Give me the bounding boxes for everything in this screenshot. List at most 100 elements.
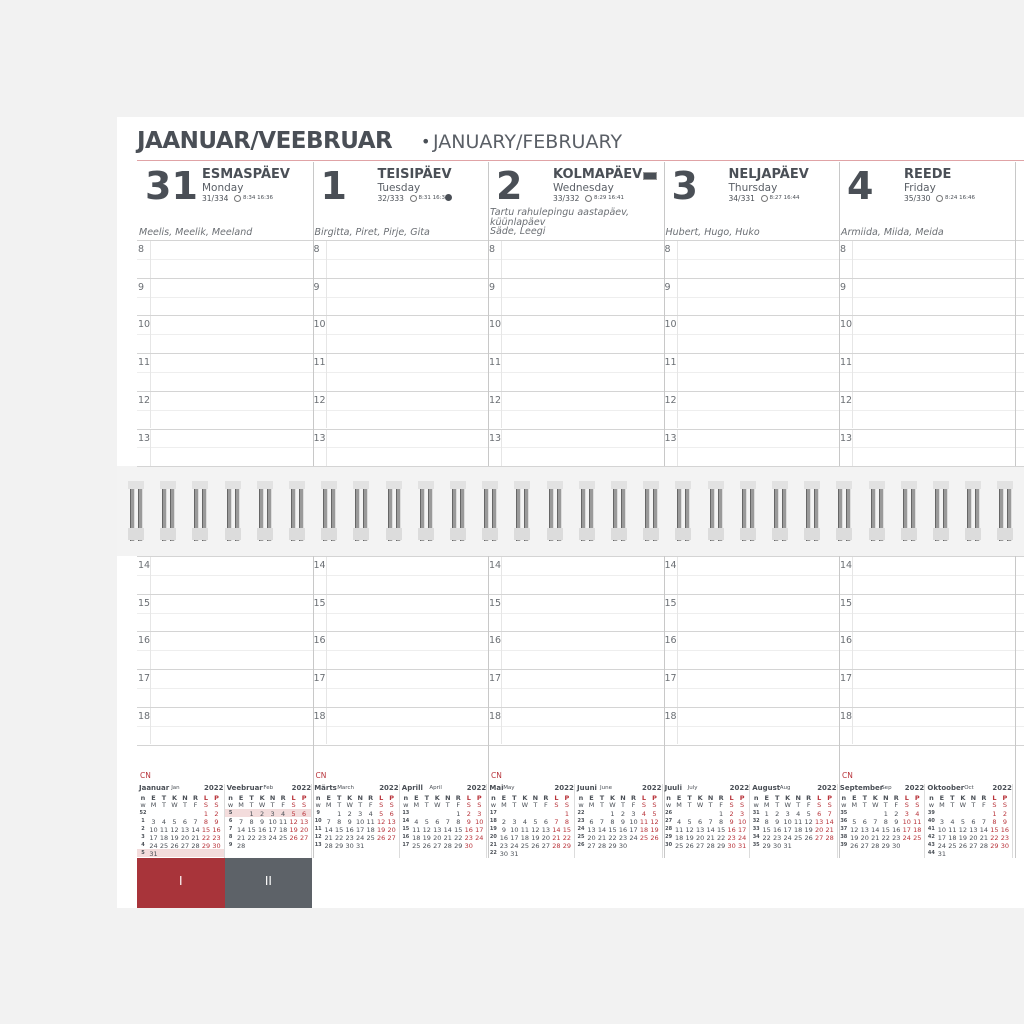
day-cell: 14 [324, 826, 333, 834]
day-cell: 24 [356, 834, 365, 842]
spiral-hole [256, 528, 273, 540]
spiral-ring [130, 483, 135, 541]
weekday-header: w [140, 801, 146, 809]
month-short: March [337, 785, 354, 791]
hour-label: 10 [489, 319, 502, 331]
day-cell: 13 [969, 826, 978, 834]
week-number: 26 [665, 810, 673, 816]
spiral-ring [419, 483, 425, 541]
weekday-header: M [939, 801, 945, 809]
hour-tick [852, 429, 853, 467]
day-cell: 25 [794, 834, 803, 842]
hour-label: 15 [138, 597, 151, 609]
weekday-header: R [981, 794, 987, 802]
day-cell: 6 [862, 818, 867, 826]
month-year: 2022 [554, 784, 574, 792]
spiral-hole [192, 481, 209, 489]
hour-label: 13 [664, 432, 677, 444]
day-cell: 27 [969, 842, 978, 850]
week-number: 11 [314, 826, 322, 832]
day-cell: 9 [347, 818, 352, 826]
weekday-header: P [476, 794, 482, 802]
hour-label: 16 [138, 635, 151, 647]
month-short: Sep [881, 785, 892, 791]
spiral-ring [524, 483, 530, 541]
day-cell: 8 [203, 818, 209, 826]
month-name: September [839, 784, 884, 792]
half-hour-line [137, 725, 1024, 727]
weekday-header: E [589, 794, 594, 802]
day-cell: 5 [687, 818, 692, 826]
day-cell: 29 [335, 842, 344, 850]
day-cell: 16 [1000, 826, 1010, 834]
spiral-hole [611, 528, 627, 540]
month-year: 2022 [992, 784, 1012, 792]
day-cell: 27 [695, 842, 705, 850]
half-hour-line [137, 258, 1024, 260]
month-year: 2022 [379, 784, 399, 792]
day-cell: 31 [937, 850, 947, 858]
day-cell: 8 [337, 818, 342, 826]
day-cell: 16 [727, 826, 736, 834]
day-cell: 25 [520, 842, 530, 850]
hour-label: 10 [138, 319, 151, 331]
sun-icon [585, 195, 592, 202]
spiral-ring [967, 483, 973, 541]
hour-tick [325, 278, 327, 316]
weekday-header: S [564, 801, 569, 809]
day-cell: 8 [249, 818, 254, 826]
weekday-header: T [512, 801, 517, 809]
day-cell: 9 [729, 818, 734, 826]
day-cell: 5 [379, 810, 384, 818]
day-cell: 24 [475, 834, 484, 842]
day-cell: 29 [762, 842, 771, 850]
month-short: Feb [263, 785, 274, 791]
day-cell: 15 [454, 826, 463, 834]
hour-tick [325, 429, 327, 467]
day-note: Tartu rahulepingu aastapäev, küünlapäev [490, 207, 630, 228]
hour-label: 18 [138, 710, 151, 722]
day-cell: 26 [422, 842, 431, 850]
tab[interactable]: II [224, 858, 313, 908]
week-number: 4 [141, 842, 145, 848]
day-cell: 18 [366, 826, 375, 834]
hour-label: 12 [313, 394, 326, 406]
spiral-ring [838, 483, 844, 541]
day-cell: 21 [443, 834, 452, 842]
day-cell: 19 [377, 826, 386, 834]
day-cell: 23 [1000, 834, 1010, 842]
cn-label: CN [140, 771, 151, 780]
weekday-header: L [554, 794, 559, 802]
day-cell: 20 [815, 826, 824, 834]
weekday-header: P [739, 794, 745, 802]
day-cell: 30 [499, 850, 509, 858]
spiral-ring [685, 483, 691, 541]
day-cell: 9 [775, 818, 780, 826]
hour-label: 16 [489, 635, 502, 647]
weekday-header: T [445, 801, 450, 809]
week-number: 10 [314, 818, 322, 824]
day-cell: 21 [706, 834, 715, 842]
half-hour-line [137, 612, 1024, 614]
day-cell: 16 [773, 826, 782, 834]
weekday-header: w [315, 801, 321, 809]
spiral-ring [749, 483, 755, 541]
weekday-header: N [970, 794, 977, 802]
weekday-header: W [609, 801, 616, 809]
day-cell: 5 [424, 818, 429, 826]
spiral-hole [578, 528, 595, 540]
hour-tick [501, 316, 502, 354]
weekday-header: M [588, 801, 595, 809]
spiral-ring [613, 483, 618, 541]
weekday-header: N [445, 794, 451, 802]
spiral-ring [741, 483, 747, 541]
tab[interactable]: I [137, 858, 225, 908]
hour-tick [676, 670, 678, 707]
day-cell: 8 [564, 818, 569, 826]
day-cell: 2 [620, 810, 626, 818]
day-cell: 19 [850, 834, 859, 842]
half-hour-line [137, 687, 1024, 689]
weekday-header: T [599, 794, 605, 802]
hour-tick [852, 241, 853, 278]
day-cell: 16 [618, 826, 628, 834]
